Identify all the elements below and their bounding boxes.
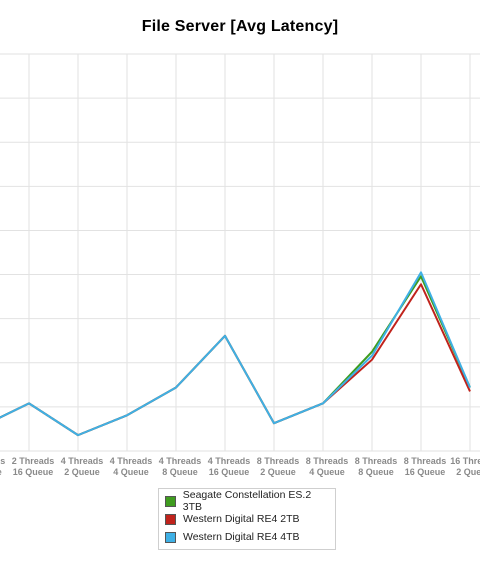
x-tick-label: 8 Threads 4 Queue bbox=[306, 456, 349, 477]
legend-item: Seagate Constellation ES.2 3TB bbox=[165, 489, 329, 513]
legend-swatch bbox=[165, 531, 176, 543]
x-tick-label: 2 Threads 16 Queue bbox=[12, 456, 55, 477]
x-tick-label: 8 Threads 16 Queue bbox=[404, 456, 447, 477]
legend-label: Western Digital RE4 4TB bbox=[183, 531, 300, 543]
legend-label: Seagate Constellation ES.2 3TB bbox=[182, 489, 312, 513]
legend-item: Western Digital RE4 2TB bbox=[165, 510, 329, 528]
legend-item: Western Digital RE4 4TB bbox=[165, 528, 329, 546]
series-line-1 bbox=[0, 283, 471, 437]
chart-legend: Seagate Constellation ES.2 3TB Western Di… bbox=[158, 488, 336, 550]
x-tick-label: 4 Threads 2 Queue bbox=[61, 456, 104, 477]
chart-grid bbox=[0, 53, 480, 452]
x-tick-label: 4 Threads 8 Queue bbox=[159, 456, 202, 477]
x-tick-label: 4 Threads 16 Queue bbox=[208, 456, 251, 477]
chart-title: File Server [Avg Latency] bbox=[141, 18, 339, 35]
x-tick-label: 8 Threads 8 Queue bbox=[355, 456, 398, 477]
legend-label: Western Digital RE4 2TB bbox=[183, 513, 300, 525]
x-tick-label: 8 Threads 2 Queue bbox=[257, 456, 300, 477]
legend-swatch bbox=[165, 513, 176, 525]
x-tick-label: 4 Threads 4 Queue bbox=[110, 456, 153, 477]
legend-swatch bbox=[165, 495, 176, 507]
series-line-2 bbox=[0, 271, 471, 437]
chart-series-lines bbox=[0, 271, 471, 437]
